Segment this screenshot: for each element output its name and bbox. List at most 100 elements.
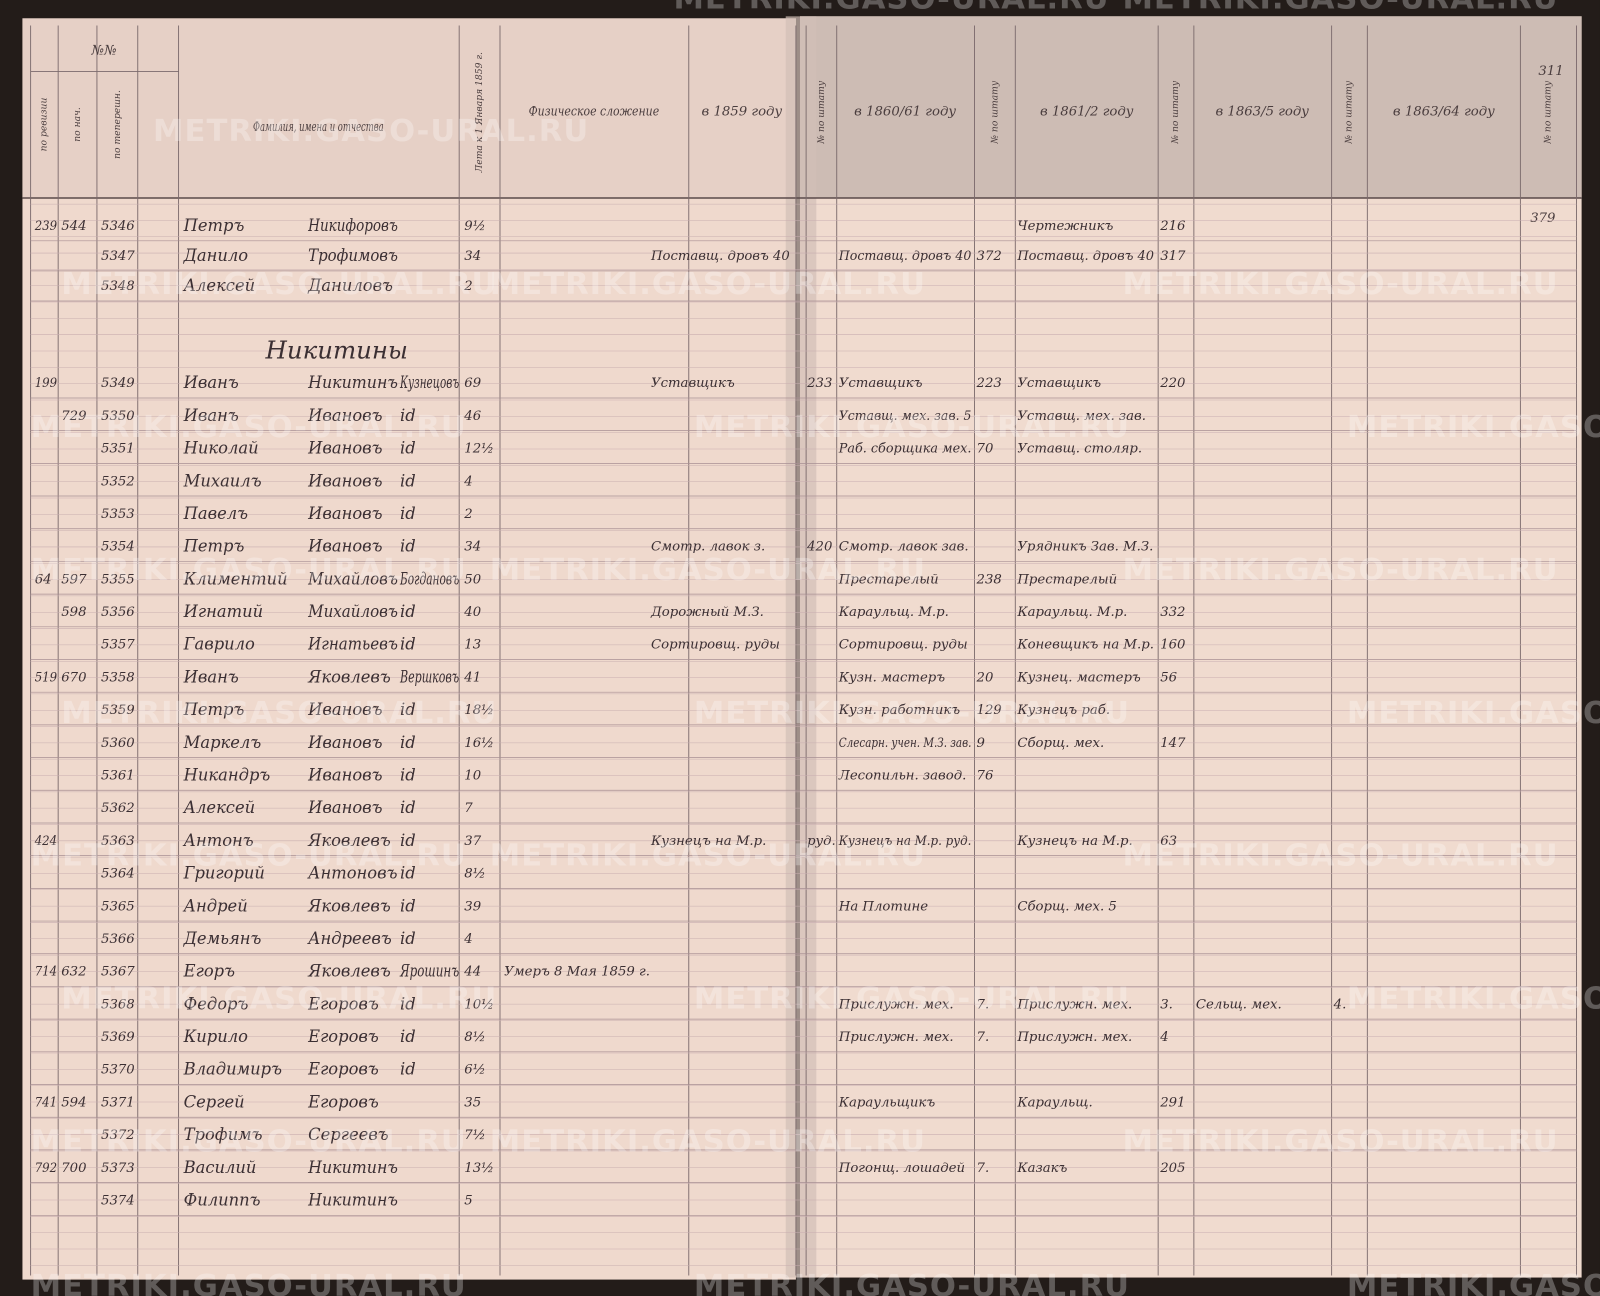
cell-patronymic: Егоровъ xyxy=(307,994,379,1013)
cell-y1859: Кузнецъ на М.р. xyxy=(650,834,766,849)
margin-note: 379 xyxy=(1530,211,1556,226)
header-nach: по нач. xyxy=(72,107,83,142)
cell-n1860: 223 xyxy=(976,376,1002,391)
cell-rev: 239 xyxy=(34,219,58,234)
cell-rev: 792 xyxy=(35,1161,57,1176)
cell-first: Антонъ xyxy=(183,831,254,850)
cell-n1863: 4. xyxy=(1333,997,1347,1012)
header-y1860: в 1860/61 году xyxy=(854,105,956,120)
cell-num: 5372 xyxy=(101,1128,135,1143)
cell-n1861: 291 xyxy=(1159,1095,1185,1110)
watermark: METRIKI.GASO-URAL.RU xyxy=(153,114,589,149)
cell-y1860: Кузн. работникъ xyxy=(838,703,961,718)
cell-num: 5365 xyxy=(101,899,135,914)
cell-surname: id xyxy=(400,765,416,784)
cell-age: 6½ xyxy=(464,1063,485,1078)
cell-n1861: 3. xyxy=(1160,997,1173,1012)
cell-surname: id xyxy=(400,864,416,883)
cell-y1860: Уставщ. мех. зав. 5 xyxy=(839,409,972,424)
cell-y1860: Караульщ. М.р. xyxy=(838,605,949,620)
cell-num: 5348 xyxy=(101,279,135,294)
header-y1863: в 1863/5 году xyxy=(1215,105,1309,120)
header-age: Лета к 1 Января 1859 г. xyxy=(474,52,485,173)
cell-surname: id xyxy=(400,537,416,556)
cell-num: 5360 xyxy=(101,736,135,751)
cell-patronymic: Егоровъ xyxy=(307,1027,379,1046)
cell-y1861: Коневщикъ на М.р. xyxy=(1016,638,1154,653)
cell-rev: 199 xyxy=(35,376,58,391)
cell-y1861: Кузнец. мастеръ xyxy=(1016,670,1141,685)
header-num: по теперешн. xyxy=(112,90,123,159)
cell-age: 2 xyxy=(463,279,472,294)
cell-age: 37 xyxy=(464,834,481,849)
cell-y1861: Сборщ. мех. 5 xyxy=(1017,899,1117,914)
cell-surname: Кузнецовъ xyxy=(399,373,459,392)
cell-y1861: Прислужн. мех. xyxy=(1016,997,1132,1012)
cell-patronymic: Ивановъ xyxy=(307,700,383,719)
cell-patronymic: Ивановъ xyxy=(307,504,383,523)
cell-age: 9½ xyxy=(464,219,485,234)
cell-patronymic: Андреевъ xyxy=(307,929,392,948)
cell-first: Петръ xyxy=(183,216,245,235)
cell-age: 2 xyxy=(463,507,472,522)
cell-surname: id xyxy=(400,471,416,490)
cell-num: 5359 xyxy=(101,703,135,718)
cell-num: 5350 xyxy=(101,409,135,424)
cell-y1861: Чертежникъ xyxy=(1017,219,1113,234)
cell-surname: id xyxy=(400,831,416,850)
cell-first: Федоръ xyxy=(184,994,249,1013)
watermark: METRIKI.GASO-URAL.RU xyxy=(673,0,1109,17)
cell-n1861: 63 xyxy=(1160,834,1177,849)
cell-n1860: 7. xyxy=(977,1030,990,1045)
cell-y1860: Кузн. мастеръ xyxy=(838,670,946,685)
cell-surname: Ярошинъ xyxy=(399,962,459,981)
cell-n1860: 70 xyxy=(977,442,994,457)
cell-first: Владимиръ xyxy=(183,1060,282,1079)
watermark: METRIKI.GASO-URAL.RU xyxy=(694,410,1130,445)
cell-num: 5366 xyxy=(101,932,135,947)
cell-y1860: Кузнецъ на М.р. руд. xyxy=(838,834,972,849)
cell-n1860: 129 xyxy=(977,703,1003,718)
header-n1860: № по штату xyxy=(989,80,1000,144)
header-numbers: №№ xyxy=(91,44,117,59)
header-physical: Физическое сложение xyxy=(529,105,660,120)
cell-patronymic: Михайловъ xyxy=(307,569,398,588)
cell-n1861: 205 xyxy=(1159,1161,1185,1176)
cell-y1861: Престарелый xyxy=(1016,572,1117,587)
cell-surname: id xyxy=(400,929,416,948)
cell-y1860: Смотр. лавок зав. xyxy=(839,540,969,555)
cell-n1859: 420 xyxy=(806,540,833,555)
cell-age: 50 xyxy=(464,572,481,587)
cell-nach: 670 xyxy=(61,670,87,685)
cell-age: 44 xyxy=(463,965,481,980)
cell-y1860: Прислужн. мех. xyxy=(838,1030,954,1045)
cell-age: 10½ xyxy=(464,997,494,1012)
cell-surname: id xyxy=(400,504,416,523)
watermark: METRIKI.GASO-URAL.RU xyxy=(694,696,1130,731)
cell-patronymic: Никитинъ xyxy=(307,1191,398,1210)
cell-num: 5356 xyxy=(101,605,135,620)
cell-first: Игнатий xyxy=(183,602,263,621)
watermark: METRIKI.GASO-URAL.RU xyxy=(1347,1269,1600,1296)
cell-patronymic: Ивановъ xyxy=(307,406,383,425)
watermark: METRIKI.GASO-URAL.RU xyxy=(694,1269,1130,1296)
cell-y1860: Погонщ. лошадей xyxy=(838,1161,965,1176)
cell-n1861: 160 xyxy=(1160,638,1186,653)
cell-first: Кирило xyxy=(183,1027,248,1046)
cell-nach: 729 xyxy=(61,409,87,424)
watermark: METRIKI.GASO-URAL.RU xyxy=(490,1124,926,1159)
cell-num: 5363 xyxy=(101,834,135,849)
cell-n1860: 20 xyxy=(976,670,994,685)
cell-y1861: Казакъ xyxy=(1016,1161,1067,1176)
watermark: METRIKI.GASO-URAL.RU xyxy=(31,1124,467,1159)
cell-nach: 598 xyxy=(61,605,86,620)
cell-n1859: 233 xyxy=(806,376,832,391)
watermark: METRIKI.GASO-URAL.RU xyxy=(694,981,1130,1016)
cell-first: Иванъ xyxy=(183,373,239,392)
cell-rev: 64 xyxy=(35,572,52,587)
cell-age: 10 xyxy=(464,768,481,783)
cell-age: 39 xyxy=(464,899,481,914)
cell-first: Демьянъ xyxy=(183,929,262,948)
cell-patronymic: Ивановъ xyxy=(307,733,383,752)
